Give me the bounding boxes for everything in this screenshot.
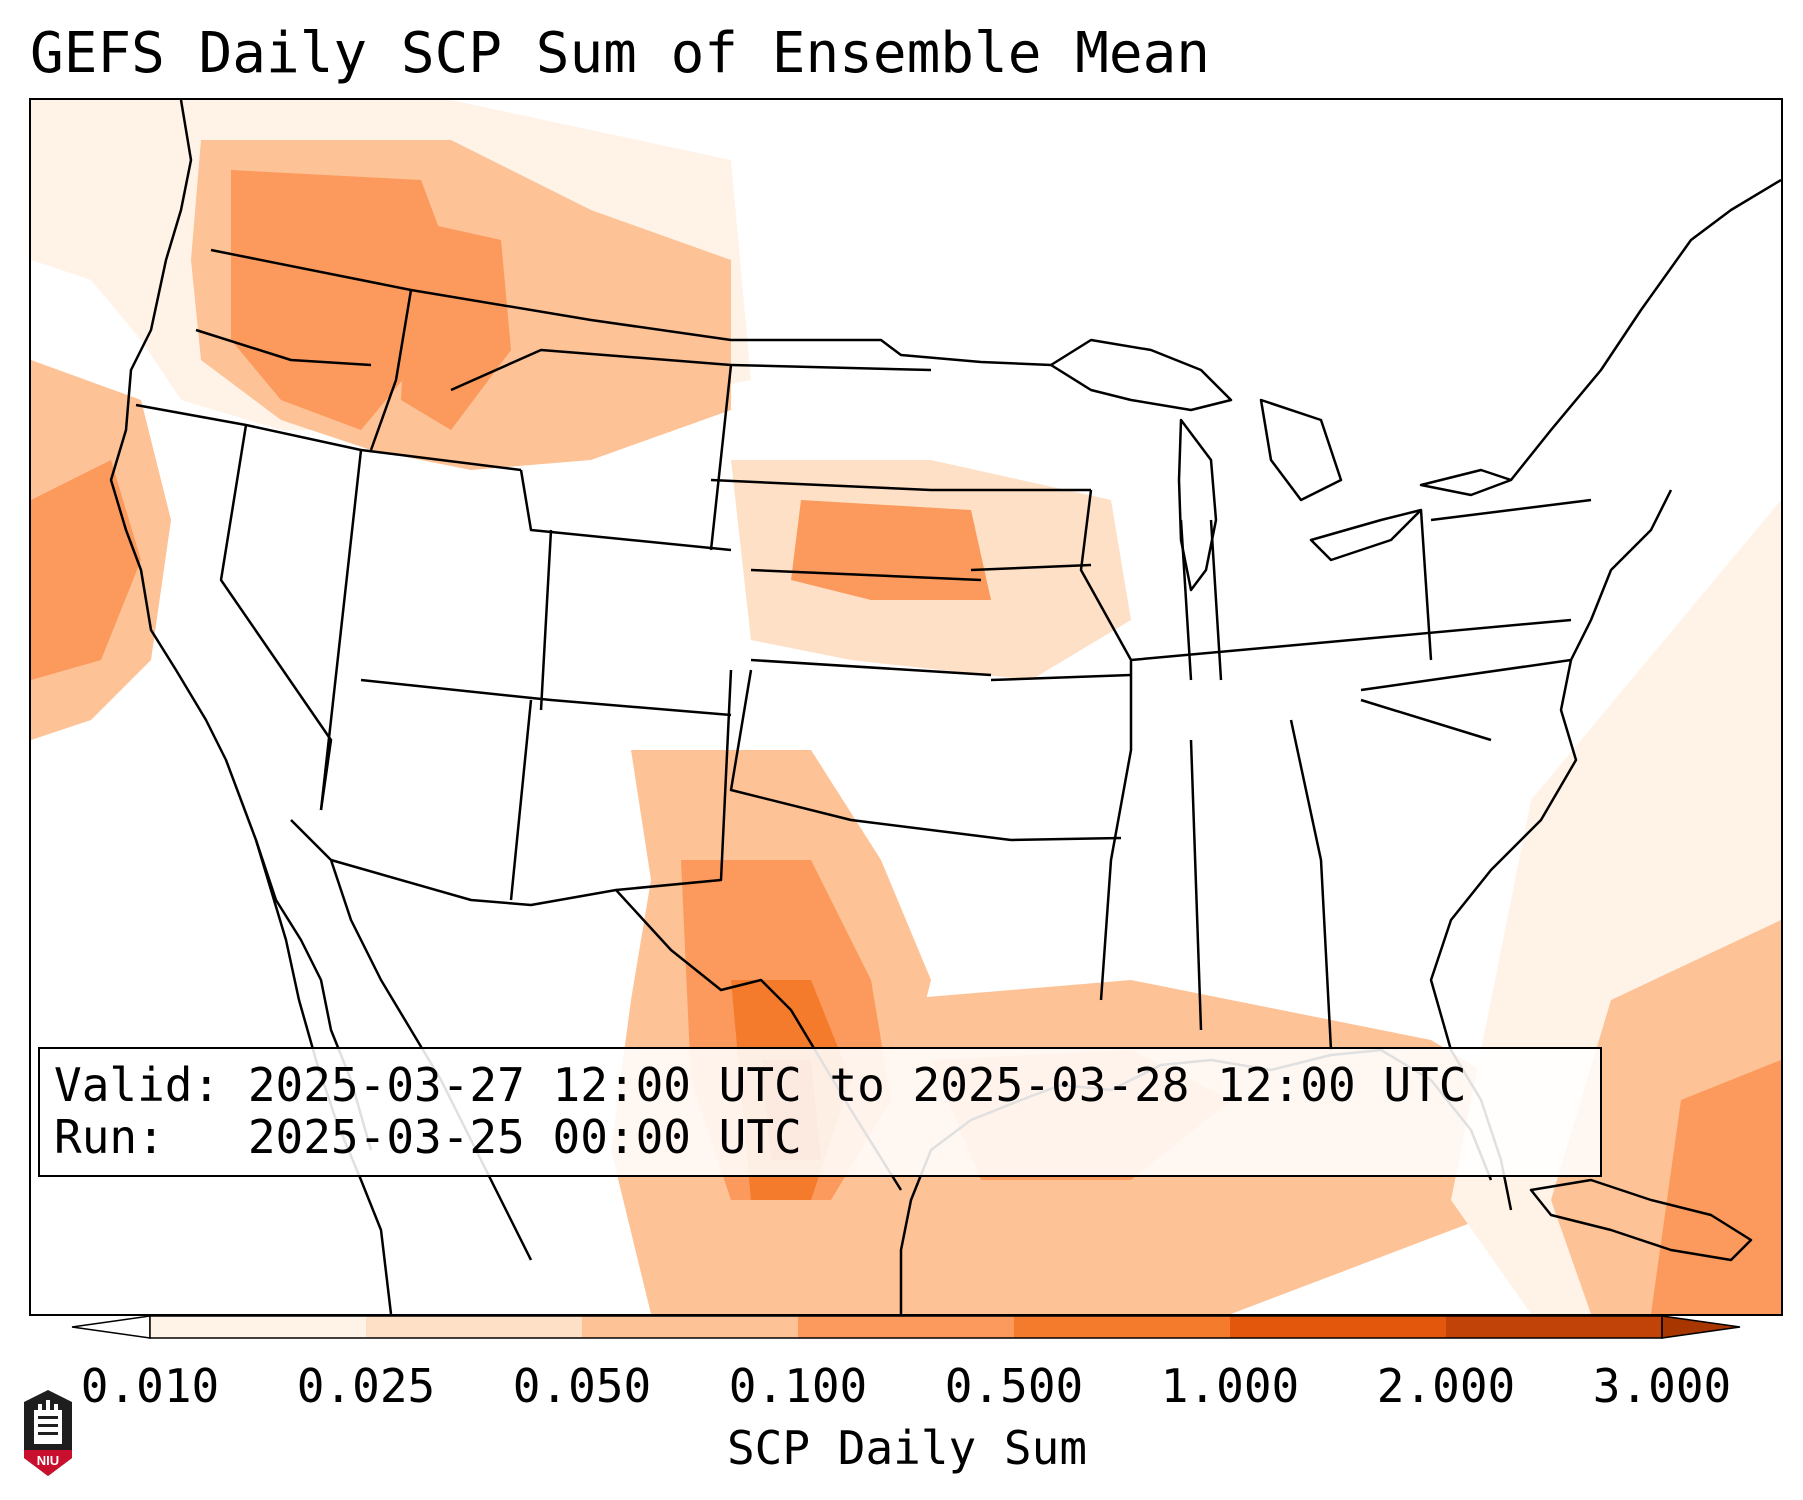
colorbar-under-extension (71, 1315, 151, 1339)
state-line-in-oh (1209, 519, 1223, 681)
state-line-il-in (1179, 519, 1193, 681)
state-line-wy-sd (709, 364, 733, 551)
cuba-coastline (1529, 1178, 1753, 1262)
state-line-ok-tx (729, 669, 1012, 842)
scp-shaded-region (31, 460, 141, 680)
colorbar-tick-label: 0.500 (944, 1359, 1084, 1413)
state-line-oh-pa (1419, 509, 1433, 661)
state-line-ks-ok (750, 658, 992, 677)
boundaries-layer (109, 100, 1781, 1314)
colorbar-segment (582, 1316, 798, 1338)
state-line-ms-river (1079, 489, 1133, 1001)
state-line-ms-al (1189, 739, 1203, 1031)
lake-superior (1049, 338, 1233, 412)
state-line-co-nm (539, 529, 553, 711)
scp-shaded-region (1651, 1060, 1781, 1314)
state-line-va-nc (1360, 658, 1572, 692)
colorbar-segment (150, 1316, 366, 1338)
state-line-ar-la (1010, 836, 1122, 842)
state-line-pa-ny (1430, 498, 1592, 522)
gulf-of-california-coast (290, 819, 533, 1261)
run-time-text: Run: 2025-03-25 00:00 UTC (54, 1110, 802, 1164)
state-line-ut-az (360, 678, 732, 717)
state-line-wy-co (519, 469, 732, 552)
state-line-nv-ut (319, 449, 363, 811)
state-line-tn-ky (1130, 618, 1572, 662)
svg-text:NIU: NIU (37, 1453, 59, 1468)
state-line-ia-mo (970, 563, 1092, 572)
state-line-mo-ar (990, 673, 1132, 682)
state-line-wa-or (195, 328, 372, 367)
lake-ontario (1419, 468, 1513, 497)
colorbar-tick-label: 1.000 (1160, 1359, 1300, 1413)
state-line-id-ut (360, 448, 522, 472)
university-seal-icon: NIU (24, 1390, 72, 1476)
state-line-ne-ks (750, 568, 982, 582)
state-line-al-ga (1289, 719, 1333, 1051)
lake-erie (1309, 508, 1423, 562)
pacific-coastline (109, 100, 373, 1151)
colorbar-label: SCP Daily Sum (726, 1421, 1088, 1475)
colorbar-over-extension (1661, 1315, 1741, 1339)
colorbar-tick-label: 0.025 (296, 1359, 436, 1413)
colorbar-outline (149, 1315, 1663, 1339)
colorbar (71, 1315, 1741, 1339)
state-line-nc-sc (1360, 698, 1492, 742)
state-line-id-west (369, 289, 413, 451)
colorbar-tick-label: 3.000 (1592, 1359, 1732, 1413)
colorbar-tick-label: 0.100 (728, 1359, 868, 1413)
state-line-nm-tx (615, 669, 733, 892)
valid-time-box: Valid: 2025-03-27 12:00 UTC to 2025-03-2… (38, 1047, 1602, 1177)
state-line-mt-wy (450, 348, 732, 392)
colorbar-segment (1230, 1316, 1446, 1338)
lake-michigan (1177, 418, 1218, 592)
state-line-nd-sd (730, 363, 932, 372)
colorbar-tick-label: 0.010 (80, 1359, 220, 1413)
colorbar-segment (366, 1316, 582, 1338)
colorbar-tick-label: 0.050 (512, 1359, 652, 1413)
colorbar-segment (1014, 1316, 1230, 1338)
valid-period-text: Valid: 2025-03-27 12:00 UTC to 2025-03-2… (54, 1058, 1467, 1112)
colorbar-segment (798, 1316, 1014, 1338)
state-line-ca-nv (219, 424, 333, 811)
colorbar-tick-label: 2.000 (1376, 1359, 1516, 1413)
canada-border (210, 248, 1052, 367)
chart-title: GEFS Daily SCP Sum of Ensemble Mean (30, 21, 1211, 86)
scp-shaded-region (791, 500, 991, 600)
colorbar-segment (1446, 1316, 1662, 1338)
state-line-az-nm (509, 699, 533, 901)
st-lawrence (1510, 178, 1781, 481)
lake-huron (1259, 398, 1343, 502)
state-line-sd-ne (710, 478, 932, 492)
scp-shaded-region (401, 220, 511, 430)
scp-shaded-region (231, 170, 451, 430)
